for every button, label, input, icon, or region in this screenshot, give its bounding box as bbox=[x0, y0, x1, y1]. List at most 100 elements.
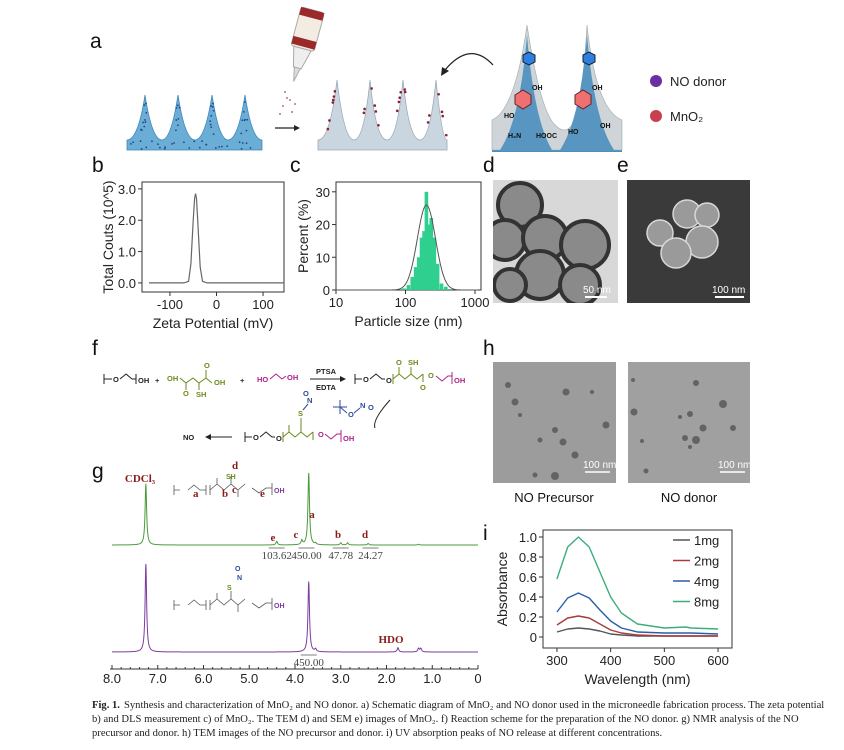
no-precursor-structure: O O O SH O O OH bbox=[354, 358, 465, 392]
no-donor-particle bbox=[144, 102, 147, 105]
no-donor-particle bbox=[193, 140, 196, 143]
chemical-structure bbox=[173, 476, 273, 497]
no-donor-particle bbox=[201, 140, 203, 143]
legend-label: 1mg bbox=[694, 533, 719, 548]
y-tick-label: 1.0 bbox=[519, 530, 537, 545]
integral-value: 24.27 bbox=[358, 550, 383, 562]
figure: a b c d e f g h i bbox=[90, 6, 751, 687]
no-donor-particle bbox=[249, 146, 252, 149]
no-donor-particle bbox=[143, 125, 146, 128]
chem-label: OH bbox=[532, 85, 543, 92]
histogram-bar bbox=[429, 218, 434, 290]
reaction-scheme: O OH + OH O O SH OH + HO OH PTSA EDTA O … bbox=[103, 358, 465, 443]
atom-label: OH bbox=[138, 376, 149, 385]
no-donor-particle bbox=[241, 142, 244, 144]
mno2-particle bbox=[441, 114, 445, 118]
mno2-particle bbox=[363, 107, 366, 111]
atom-label: O bbox=[363, 375, 369, 384]
histogram-bar bbox=[443, 286, 448, 290]
no-donor-particle bbox=[171, 142, 173, 145]
no-donor-particle bbox=[246, 118, 249, 121]
mno2-particle bbox=[331, 98, 335, 102]
mercaptosuccinic-acid: OH O O SH OH bbox=[167, 361, 225, 399]
chem-label: OH bbox=[592, 85, 603, 92]
mno2-particle bbox=[331, 101, 335, 104]
structure-label: e bbox=[260, 488, 265, 500]
histogram-bar bbox=[432, 237, 437, 290]
atom-label: OH bbox=[274, 488, 285, 495]
panel-label-c: c bbox=[290, 154, 301, 177]
x-tick-label: 10 bbox=[329, 295, 343, 310]
no-donor-particle bbox=[209, 123, 212, 126]
no-donor-particle bbox=[242, 110, 245, 113]
x-tick-label: 0 bbox=[474, 671, 481, 686]
no-donor-particle bbox=[145, 146, 148, 149]
mno2-particle bbox=[397, 100, 401, 104]
peak-label: e bbox=[271, 532, 276, 544]
histogram-bar bbox=[410, 276, 415, 290]
y-tick-label: 3.0 bbox=[118, 182, 136, 197]
atom-label: O bbox=[428, 371, 434, 380]
mno2-particle bbox=[403, 90, 407, 94]
legend-label: 4mg bbox=[694, 574, 719, 589]
microneedle-array-coated bbox=[317, 79, 448, 151]
chart-uv-absorption: 300 400 500 600 0 0.2 0.4 0.6 0.8 1.0 Wavelength (… bbox=[494, 529, 733, 687]
y-tick-label: 0.8 bbox=[519, 550, 537, 565]
tem-image-no-donor: 100 nm NO donor bbox=[628, 362, 751, 505]
atom-label: S bbox=[298, 409, 303, 418]
atom-label: OH bbox=[454, 376, 465, 385]
plot-frame bbox=[141, 181, 285, 293]
no-donor-particle bbox=[211, 106, 214, 108]
panel-label-f: f bbox=[92, 337, 98, 360]
no-donor-particle bbox=[188, 147, 191, 149]
no-donor-particle bbox=[139, 140, 142, 143]
x-tick-label: 0 bbox=[213, 297, 220, 312]
no-donor-particle bbox=[214, 147, 217, 149]
panel-label-h: h bbox=[483, 337, 495, 360]
process-arrow bbox=[275, 125, 300, 131]
legend-swatch-no-donor bbox=[650, 75, 662, 87]
panel-a-schematic: OH OH HO HOOC H₂N HO OH NO donor MnO₂ bbox=[126, 6, 727, 152]
spray-particles bbox=[279, 91, 296, 115]
no-donor-particle bbox=[221, 145, 223, 148]
panel-label-a: a bbox=[90, 30, 102, 53]
atom-label: OH bbox=[274, 603, 285, 610]
y-axis-label: Total Couts (10^5) bbox=[100, 180, 116, 293]
x-tick-label: 8.0 bbox=[103, 671, 121, 686]
no-donor-particle bbox=[198, 146, 201, 149]
x-tick-label: 7.0 bbox=[149, 671, 167, 686]
no-donor-particle bbox=[176, 104, 179, 107]
atom-label: O bbox=[183, 389, 189, 398]
atom-label: O bbox=[113, 375, 119, 384]
scale-bar-label: 100 nm bbox=[712, 285, 745, 296]
histogram-bar bbox=[424, 191, 429, 290]
chem-label: HOOC bbox=[536, 133, 557, 140]
caption-label: Fig. 1. bbox=[92, 700, 120, 711]
structure-label: c bbox=[232, 484, 237, 496]
y-tick-label: 2.0 bbox=[118, 213, 136, 228]
peak-label: HDO bbox=[378, 634, 404, 646]
peak-label: CDCl₃ bbox=[125, 473, 156, 485]
no-donor-particle bbox=[209, 120, 212, 123]
plus-sign: + bbox=[155, 376, 160, 385]
integral-value: 47.78 bbox=[328, 550, 353, 562]
curved-arrow bbox=[374, 399, 391, 429]
atom-label: OH bbox=[287, 373, 298, 382]
peak-label: a bbox=[309, 509, 315, 521]
mno2-particle bbox=[403, 88, 407, 91]
histogram-bar bbox=[402, 288, 406, 290]
mno2-particle bbox=[373, 104, 377, 107]
x-tick-label: 1000 bbox=[461, 295, 490, 310]
reagent-label: EDTA bbox=[316, 383, 336, 392]
mno2-particle bbox=[333, 90, 337, 93]
mno2-particle bbox=[332, 95, 336, 98]
no-donor-particle bbox=[164, 146, 167, 149]
no-donor-particle bbox=[173, 142, 175, 144]
chart-zeta-potential: -100 0 100 0.0 1.0 2.0 3.0 Zeta Potential (mV) T… bbox=[100, 180, 285, 331]
no-donor-particle bbox=[144, 119, 146, 121]
histogram-bar bbox=[422, 231, 426, 290]
peak-label: c bbox=[294, 529, 299, 541]
x-tick-label: 400 bbox=[600, 653, 622, 668]
x-axis-label: Zeta Potential (mV) bbox=[153, 315, 274, 331]
